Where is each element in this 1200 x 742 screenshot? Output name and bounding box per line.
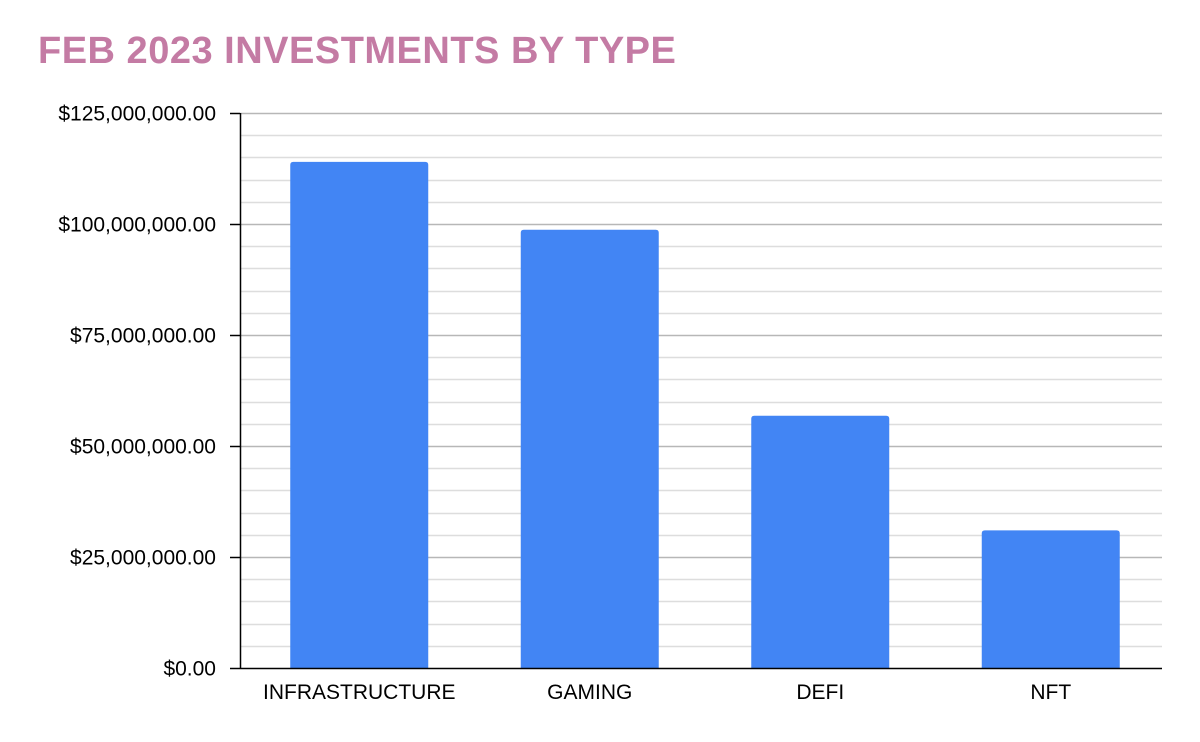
x-tick-label: INFRASTRUCTURE bbox=[263, 681, 456, 704]
axes bbox=[230, 112, 1162, 670]
y-tick-label: $25,000,000.00 bbox=[70, 547, 216, 570]
x-axis-tick-labels: INFRASTRUCTURE GAMING DEFI NFT bbox=[263, 681, 1071, 704]
y-tick-label: $50,000,000.00 bbox=[70, 436, 216, 459]
y-tick-label: $0.00 bbox=[163, 658, 216, 681]
x-tick-label: DEFI bbox=[796, 681, 844, 704]
y-tick-label: $125,000,000.00 bbox=[58, 103, 216, 126]
bar-nft bbox=[981, 530, 1120, 668]
y-tick-label: $75,000,000.00 bbox=[70, 325, 216, 348]
bar-defi bbox=[751, 415, 890, 668]
y-axis-tick-labels: $0.00 $25,000,000.00 $50,000,000.00 $75,000… bbox=[58, 103, 216, 681]
bar-gaming bbox=[520, 229, 659, 668]
x-tick-label: GAMING bbox=[547, 681, 632, 704]
y-tick-label: $100,000,000.00 bbox=[58, 214, 216, 237]
bar-infrastructure bbox=[290, 161, 429, 668]
chart-title: FEB 2023 INVESTMENTS BY TYPE bbox=[38, 30, 677, 72]
bars bbox=[290, 161, 1120, 668]
x-tick-label: NFT bbox=[1030, 681, 1071, 704]
